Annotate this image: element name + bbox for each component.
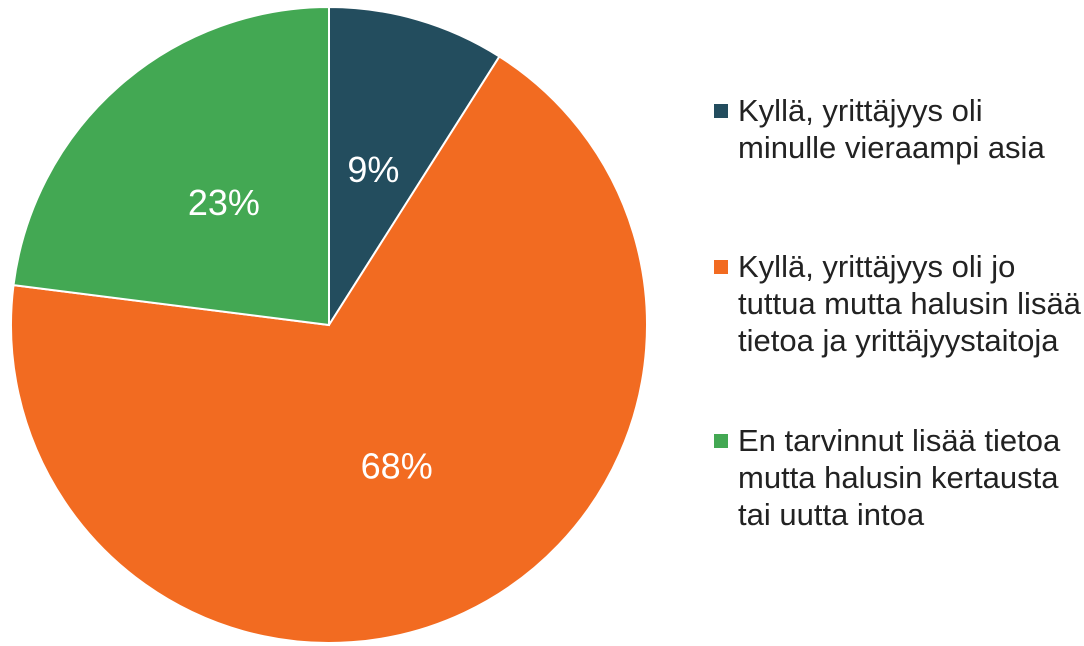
legend-swatch [714,104,728,118]
legend-item: Kyllä, yrittäjyys oli jo tuttua mutta ha… [714,248,1082,359]
legend-label: Kyllä, yrittäjyys oli jo tuttua mutta ha… [738,249,1081,358]
legend-swatch [714,260,728,274]
legend-item: En tarvinnut lisää tietoa mutta halusin … [714,422,1082,533]
legend-label: En tarvinnut lisää tietoa mutta halusin … [738,423,1061,532]
pie-slice [10,55,648,644]
data-label: 9% [347,149,399,190]
pie-slice [12,5,330,327]
legend-item: Kyllä, yrittäjyys oli minulle vieraampi … [714,92,1082,166]
pie-slice [328,5,501,329]
legend-swatch [714,434,728,448]
data-label: 23% [188,182,260,223]
legend-label: Kyllä, yrittäjyys oli minulle vieraampi … [738,93,1045,165]
data-label: 68% [361,445,433,486]
